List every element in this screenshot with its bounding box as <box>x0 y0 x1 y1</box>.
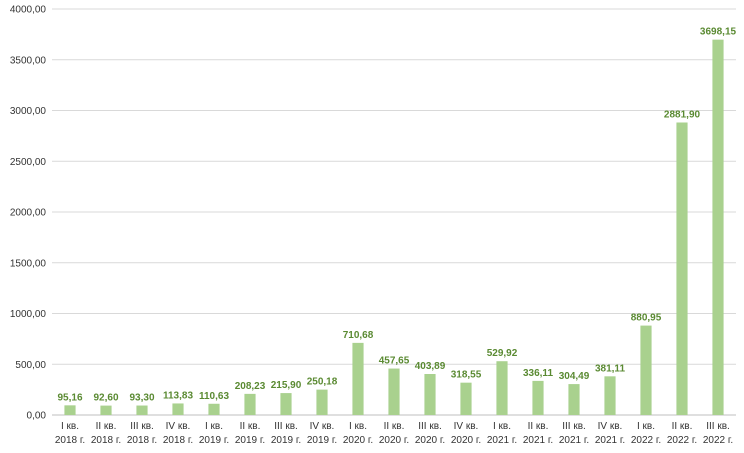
bar <box>424 374 436 415</box>
x-tick-label-year: 2022 г. <box>631 435 661 446</box>
x-axis-category-labels: I кв. 2018 г. II кв. 2018 г. III кв. 2018 г. I… <box>55 421 733 446</box>
data-label: 318,55 <box>451 370 482 381</box>
x-tick-label-year: 2019 г. <box>307 435 337 446</box>
x-tick-label-quarter: I кв. <box>205 421 223 432</box>
data-labels: 95,16 92,60 93,30 113,83 110,63 208,23 215,90 2… <box>57 27 736 404</box>
data-label: 93,30 <box>129 393 154 404</box>
gridlines <box>52 8 736 416</box>
x-tick-label-year: 2021 г. <box>595 435 625 446</box>
x-tick-label-year: 2018 г. <box>91 435 121 446</box>
x-tick-label-year: 2019 г. <box>235 435 265 446</box>
x-tick-label-quarter: II кв. <box>240 421 261 432</box>
data-label: 250,18 <box>307 377 338 388</box>
bar <box>244 393 256 415</box>
data-label: 336,11 <box>523 368 553 379</box>
x-tick-label-year: 2019 г. <box>199 435 229 446</box>
y-tick-label: 3500,00 <box>10 55 47 66</box>
x-tick-label-quarter: I кв. <box>637 421 655 432</box>
bar <box>136 405 148 415</box>
bars <box>64 39 724 415</box>
data-label: 529,92 <box>487 348 518 359</box>
bar <box>316 389 328 415</box>
x-tick-label-year: 2019 г. <box>271 435 301 446</box>
x-tick-label-year: 2020 г. <box>451 435 481 446</box>
y-tick-label: 2500,00 <box>10 157 47 168</box>
data-label: 113,83 <box>163 390 193 401</box>
x-tick-label-quarter: III кв. <box>130 421 154 432</box>
x-tick-label-quarter: IV кв. <box>310 421 335 432</box>
bar <box>280 393 292 415</box>
bar <box>388 368 400 415</box>
x-tick-label-year: 2020 г. <box>379 435 409 446</box>
bar <box>496 361 508 415</box>
data-label: 880,95 <box>631 313 662 324</box>
x-tick-label-year: 2021 г. <box>523 435 553 446</box>
x-tick-label-quarter: II кв. <box>528 421 549 432</box>
x-tick-label-year: 2020 г. <box>415 435 445 446</box>
x-tick-label-quarter: II кв. <box>384 421 405 432</box>
x-tick-label-quarter: III кв. <box>274 421 298 432</box>
x-tick-label-quarter: IV кв. <box>598 421 623 432</box>
y-tick-label: 1000,00 <box>10 309 47 320</box>
x-tick-label-quarter: II кв. <box>672 421 693 432</box>
x-tick-label-quarter: III кв. <box>706 421 730 432</box>
data-label: 304,49 <box>559 371 590 382</box>
x-tick-label-quarter: III кв. <box>418 421 442 432</box>
x-tick-label-year: 2021 г. <box>559 435 589 446</box>
data-label: 381,11 <box>595 363 625 374</box>
x-tick-label-quarter: IV кв. <box>454 421 479 432</box>
bar <box>676 122 688 415</box>
y-axis-tick-labels: 0,00 500,00 1000,00 1500,00 2000,00 2500,00 30… <box>10 5 47 422</box>
bar <box>532 380 544 415</box>
x-tick-label-year: 2018 г. <box>163 435 193 446</box>
y-tick-label: 4000,00 <box>10 5 47 16</box>
x-tick-label-year: 2018 г. <box>127 435 157 446</box>
data-label: 457,65 <box>379 356 410 367</box>
bar <box>640 325 652 415</box>
x-tick-label-year: 2022 г. <box>667 435 697 446</box>
y-tick-label: 2000,00 <box>10 208 47 219</box>
x-tick-label-quarter: II кв. <box>96 421 117 432</box>
bar <box>172 403 184 415</box>
x-tick-label-year: 2020 г. <box>343 435 373 446</box>
data-label: 710,68 <box>343 330 374 341</box>
x-tick-label-quarter: IV кв. <box>166 421 191 432</box>
data-label: 403,89 <box>415 361 446 372</box>
bar <box>100 405 112 415</box>
bar <box>460 382 472 415</box>
x-tick-label-quarter: I кв. <box>61 421 79 432</box>
data-label: 110,63 <box>199 391 229 402</box>
bar <box>568 384 580 415</box>
bar <box>712 39 724 415</box>
data-label: 215,90 <box>271 380 302 391</box>
data-label: 95,16 <box>57 392 82 403</box>
data-label: 2881,90 <box>664 109 701 120</box>
x-tick-label-quarter: I кв. <box>349 421 367 432</box>
bar <box>64 405 76 415</box>
y-tick-label: 3000,00 <box>10 106 47 117</box>
x-tick-label-year: 2022 г. <box>703 435 733 446</box>
y-tick-label: 1500,00 <box>10 258 47 269</box>
x-tick-label-quarter: III кв. <box>562 421 586 432</box>
x-tick-label-year: 2018 г. <box>55 435 85 446</box>
x-tick-label-quarter: I кв. <box>493 421 511 432</box>
data-label: 92,60 <box>93 393 118 404</box>
data-label: 3698,15 <box>700 27 737 38</box>
bar <box>208 403 220 415</box>
y-tick-label: 0,00 <box>27 411 47 422</box>
x-tick-label-year: 2021 г. <box>487 435 517 446</box>
bar <box>352 342 364 415</box>
bar <box>604 376 616 415</box>
y-tick-label: 500,00 <box>15 360 46 371</box>
data-label: 208,23 <box>235 381 266 392</box>
